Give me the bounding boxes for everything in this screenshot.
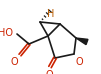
Text: O: O (45, 70, 53, 74)
Text: HO: HO (0, 28, 13, 38)
Polygon shape (76, 38, 88, 45)
Text: O: O (76, 57, 84, 67)
Text: H: H (47, 9, 55, 19)
Text: O: O (10, 57, 18, 67)
